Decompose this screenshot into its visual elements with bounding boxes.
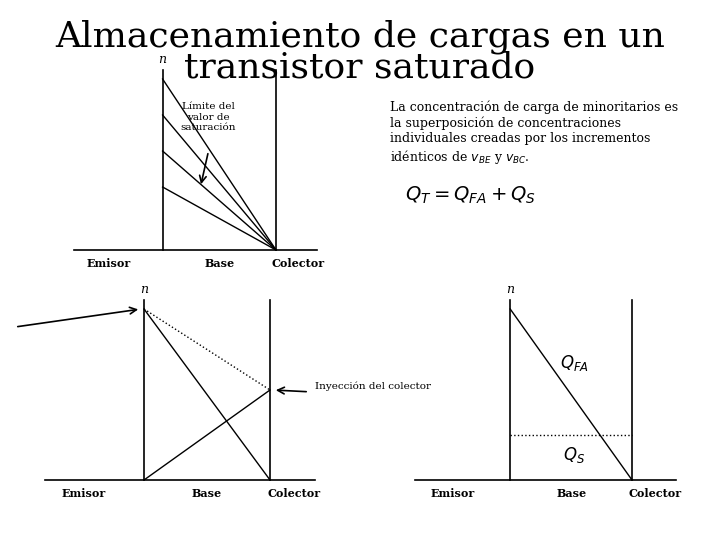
- Text: Emisor: Emisor: [430, 488, 474, 499]
- Text: $Q_S$: $Q_S$: [563, 445, 585, 465]
- Text: Límite del
valor de
saturación: Límite del valor de saturación: [181, 103, 236, 132]
- Text: n: n: [506, 283, 514, 296]
- Text: idénticos de $v_{BE}$ y $v_{BC}$.: idénticos de $v_{BE}$ y $v_{BC}$.: [390, 148, 530, 166]
- Text: n: n: [140, 283, 148, 296]
- Text: Base: Base: [556, 488, 586, 499]
- Text: n: n: [158, 53, 166, 66]
- Text: Emisor: Emisor: [86, 258, 131, 269]
- Text: Emisor: Emisor: [62, 488, 106, 499]
- Text: Base: Base: [192, 488, 222, 499]
- Text: transistor saturado: transistor saturado: [184, 50, 536, 84]
- Text: Base: Base: [204, 258, 235, 269]
- Text: La concentración de carga de minoritarios es: La concentración de carga de minoritario…: [390, 100, 678, 113]
- Text: $Q_{FA}$: $Q_{FA}$: [559, 353, 588, 373]
- Text: individuales creadas por los incrementos: individuales creadas por los incrementos: [390, 132, 650, 145]
- Text: la superposición de concentraciones: la superposición de concentraciones: [390, 116, 621, 130]
- Text: Almacenamiento de cargas en un: Almacenamiento de cargas en un: [55, 20, 665, 55]
- Text: Colector: Colector: [629, 488, 682, 499]
- Text: Inyección del colector: Inyección del colector: [315, 382, 431, 391]
- Text: Colector: Colector: [267, 488, 320, 499]
- Text: $Q_T = Q_{FA} + Q_S$: $Q_T = Q_{FA} + Q_S$: [405, 185, 536, 206]
- Text: Colector: Colector: [271, 258, 324, 269]
